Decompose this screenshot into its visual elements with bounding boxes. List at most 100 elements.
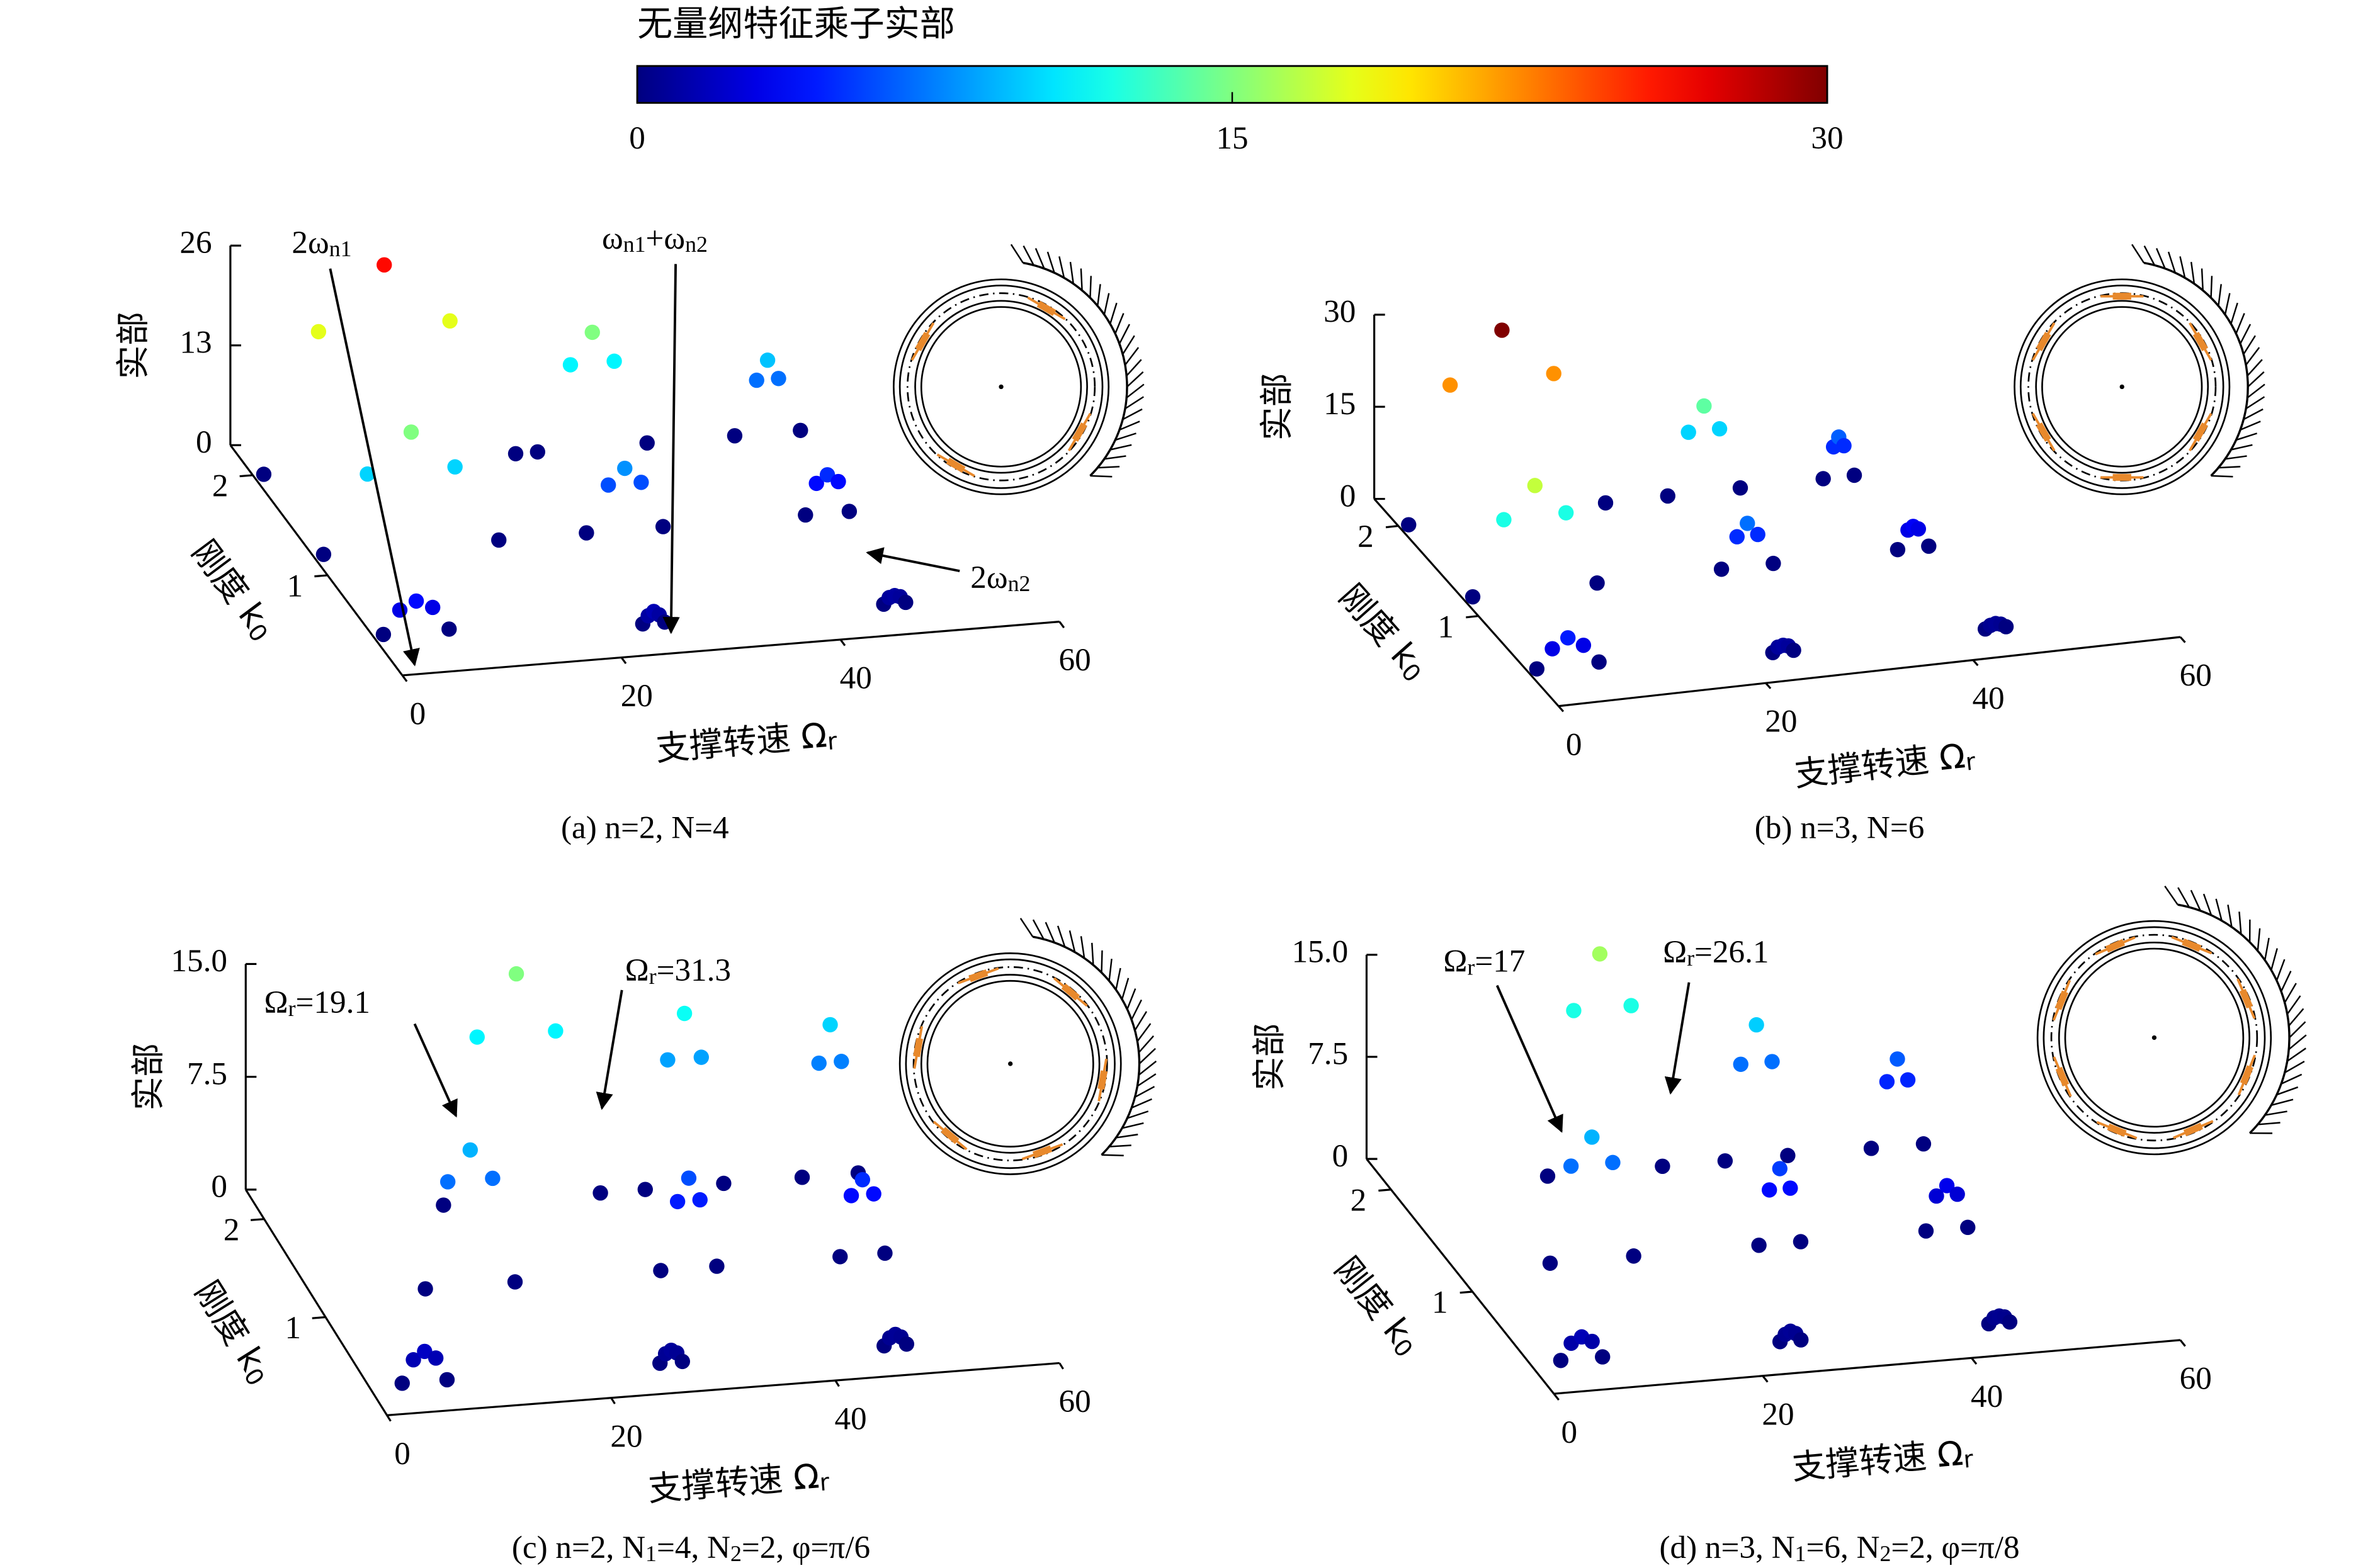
x-tick <box>401 675 408 682</box>
spring-body <box>2055 1066 2070 1087</box>
wall-hatch <box>2211 475 2233 478</box>
point <box>834 1054 849 1069</box>
wall-hatch <box>1126 988 1136 1010</box>
annotation-sub: n1 <box>329 236 352 261</box>
point <box>491 532 507 548</box>
wall-hatch <box>2284 1061 2305 1074</box>
wall-hatch <box>2210 276 2213 298</box>
bearing-ring <box>893 278 1110 495</box>
wall <box>2177 903 2291 1134</box>
point <box>1879 1074 1895 1090</box>
x-axis <box>387 1362 1060 1416</box>
wall-hatch <box>1134 1011 1148 1031</box>
annotation-part: Ω <box>625 952 649 988</box>
wall-hatch <box>1115 967 1121 990</box>
spring-body <box>913 1037 924 1058</box>
wall-hatch <box>2201 268 2204 291</box>
x-tick <box>839 639 846 646</box>
point <box>1542 1255 1558 1271</box>
y-tick-label: 2 <box>1351 1182 1367 1218</box>
point <box>1563 1158 1579 1174</box>
point <box>447 459 463 475</box>
point <box>749 372 764 388</box>
bearing-ring <box>2035 300 2209 474</box>
wall-hatch <box>2190 262 2196 284</box>
point <box>1560 630 1576 646</box>
caption-part: =4, N <box>657 1530 730 1565</box>
annotation-part: =26.1 <box>1694 934 1769 970</box>
annotation-part: 2ω <box>970 560 1007 595</box>
wall-hatch <box>1114 313 1125 334</box>
wall <box>2143 261 2249 477</box>
wall-hatch <box>1057 925 1066 947</box>
point <box>1442 377 1458 393</box>
point <box>1764 1054 1780 1069</box>
lobe <box>394 966 608 1391</box>
point <box>674 1353 691 1370</box>
point <box>417 1281 433 1297</box>
lobe <box>1660 398 1801 660</box>
point <box>1623 998 1639 1013</box>
wall-hatch <box>2236 432 2258 441</box>
point <box>727 428 743 444</box>
wall-hatch <box>2167 251 2176 273</box>
lobe <box>1401 322 1614 677</box>
wall-hatch <box>1134 1086 1155 1098</box>
wall-hatch <box>2245 396 2265 410</box>
wall-hatch <box>2202 893 2213 916</box>
bearing-ring <box>920 974 1101 1154</box>
point <box>1626 1248 1641 1264</box>
bearing-center <box>2151 1035 2157 1041</box>
annotation-sub: n2 <box>1008 571 1031 596</box>
point <box>841 504 858 519</box>
wall-hatch <box>2190 889 2201 911</box>
point <box>716 1175 732 1192</box>
annotation-arrow <box>662 264 680 635</box>
point <box>1696 398 1712 414</box>
annotation-arrow <box>1664 982 1691 1095</box>
x-tick <box>1058 1362 1064 1370</box>
wall-hatch <box>2218 284 2222 307</box>
point <box>709 1258 725 1274</box>
spring-body <box>2105 939 2126 953</box>
bearing-inset <box>893 244 1145 495</box>
wall-hatch <box>1108 959 1113 981</box>
z-tick-label: 15 <box>1323 386 1356 422</box>
lobe <box>1815 429 2014 637</box>
bearing-center <box>1008 1061 1013 1066</box>
colorbar-tick-label: 15 <box>1216 120 1248 156</box>
z-tick-label: 0 <box>1332 1138 1349 1174</box>
x-tick-label: 60 <box>2180 658 2212 694</box>
wall-hatch <box>2264 937 2270 961</box>
point <box>1566 1003 1582 1018</box>
point <box>405 1352 421 1368</box>
point <box>1863 1141 1879 1156</box>
annotation-sub: r <box>1467 955 1475 980</box>
wall-hatch <box>2284 983 2297 1003</box>
point <box>530 444 545 460</box>
y-tick-label: 1 <box>1432 1285 1448 1321</box>
annotation-arrow <box>329 268 420 667</box>
wall-hatch <box>2231 444 2253 451</box>
point <box>854 1171 871 1188</box>
point <box>2002 1314 2018 1330</box>
lobe <box>256 257 524 643</box>
point <box>1740 516 1755 531</box>
point <box>1939 1178 1955 1193</box>
z-tick-label: 30 <box>1323 294 1356 330</box>
x-tick-label: 20 <box>610 1418 642 1454</box>
wall-hatch <box>2288 1008 2304 1027</box>
point <box>1713 561 1730 577</box>
point <box>1751 1238 1767 1253</box>
z-axis-label: 实部 <box>128 1043 168 1110</box>
spring-body <box>946 458 966 473</box>
y-axis-label: 刚度 k0 <box>183 533 283 647</box>
x-axis-label-part: 支撑转速 Ω <box>654 715 829 769</box>
caption: (b) n=3, N=6 <box>1755 809 1925 845</box>
point <box>898 1336 915 1352</box>
z-tick-label: 0 <box>196 424 212 460</box>
point <box>1584 1333 1600 1350</box>
y-tick-label: 1 <box>1437 609 1454 645</box>
point <box>441 621 457 637</box>
point <box>1780 1148 1796 1163</box>
